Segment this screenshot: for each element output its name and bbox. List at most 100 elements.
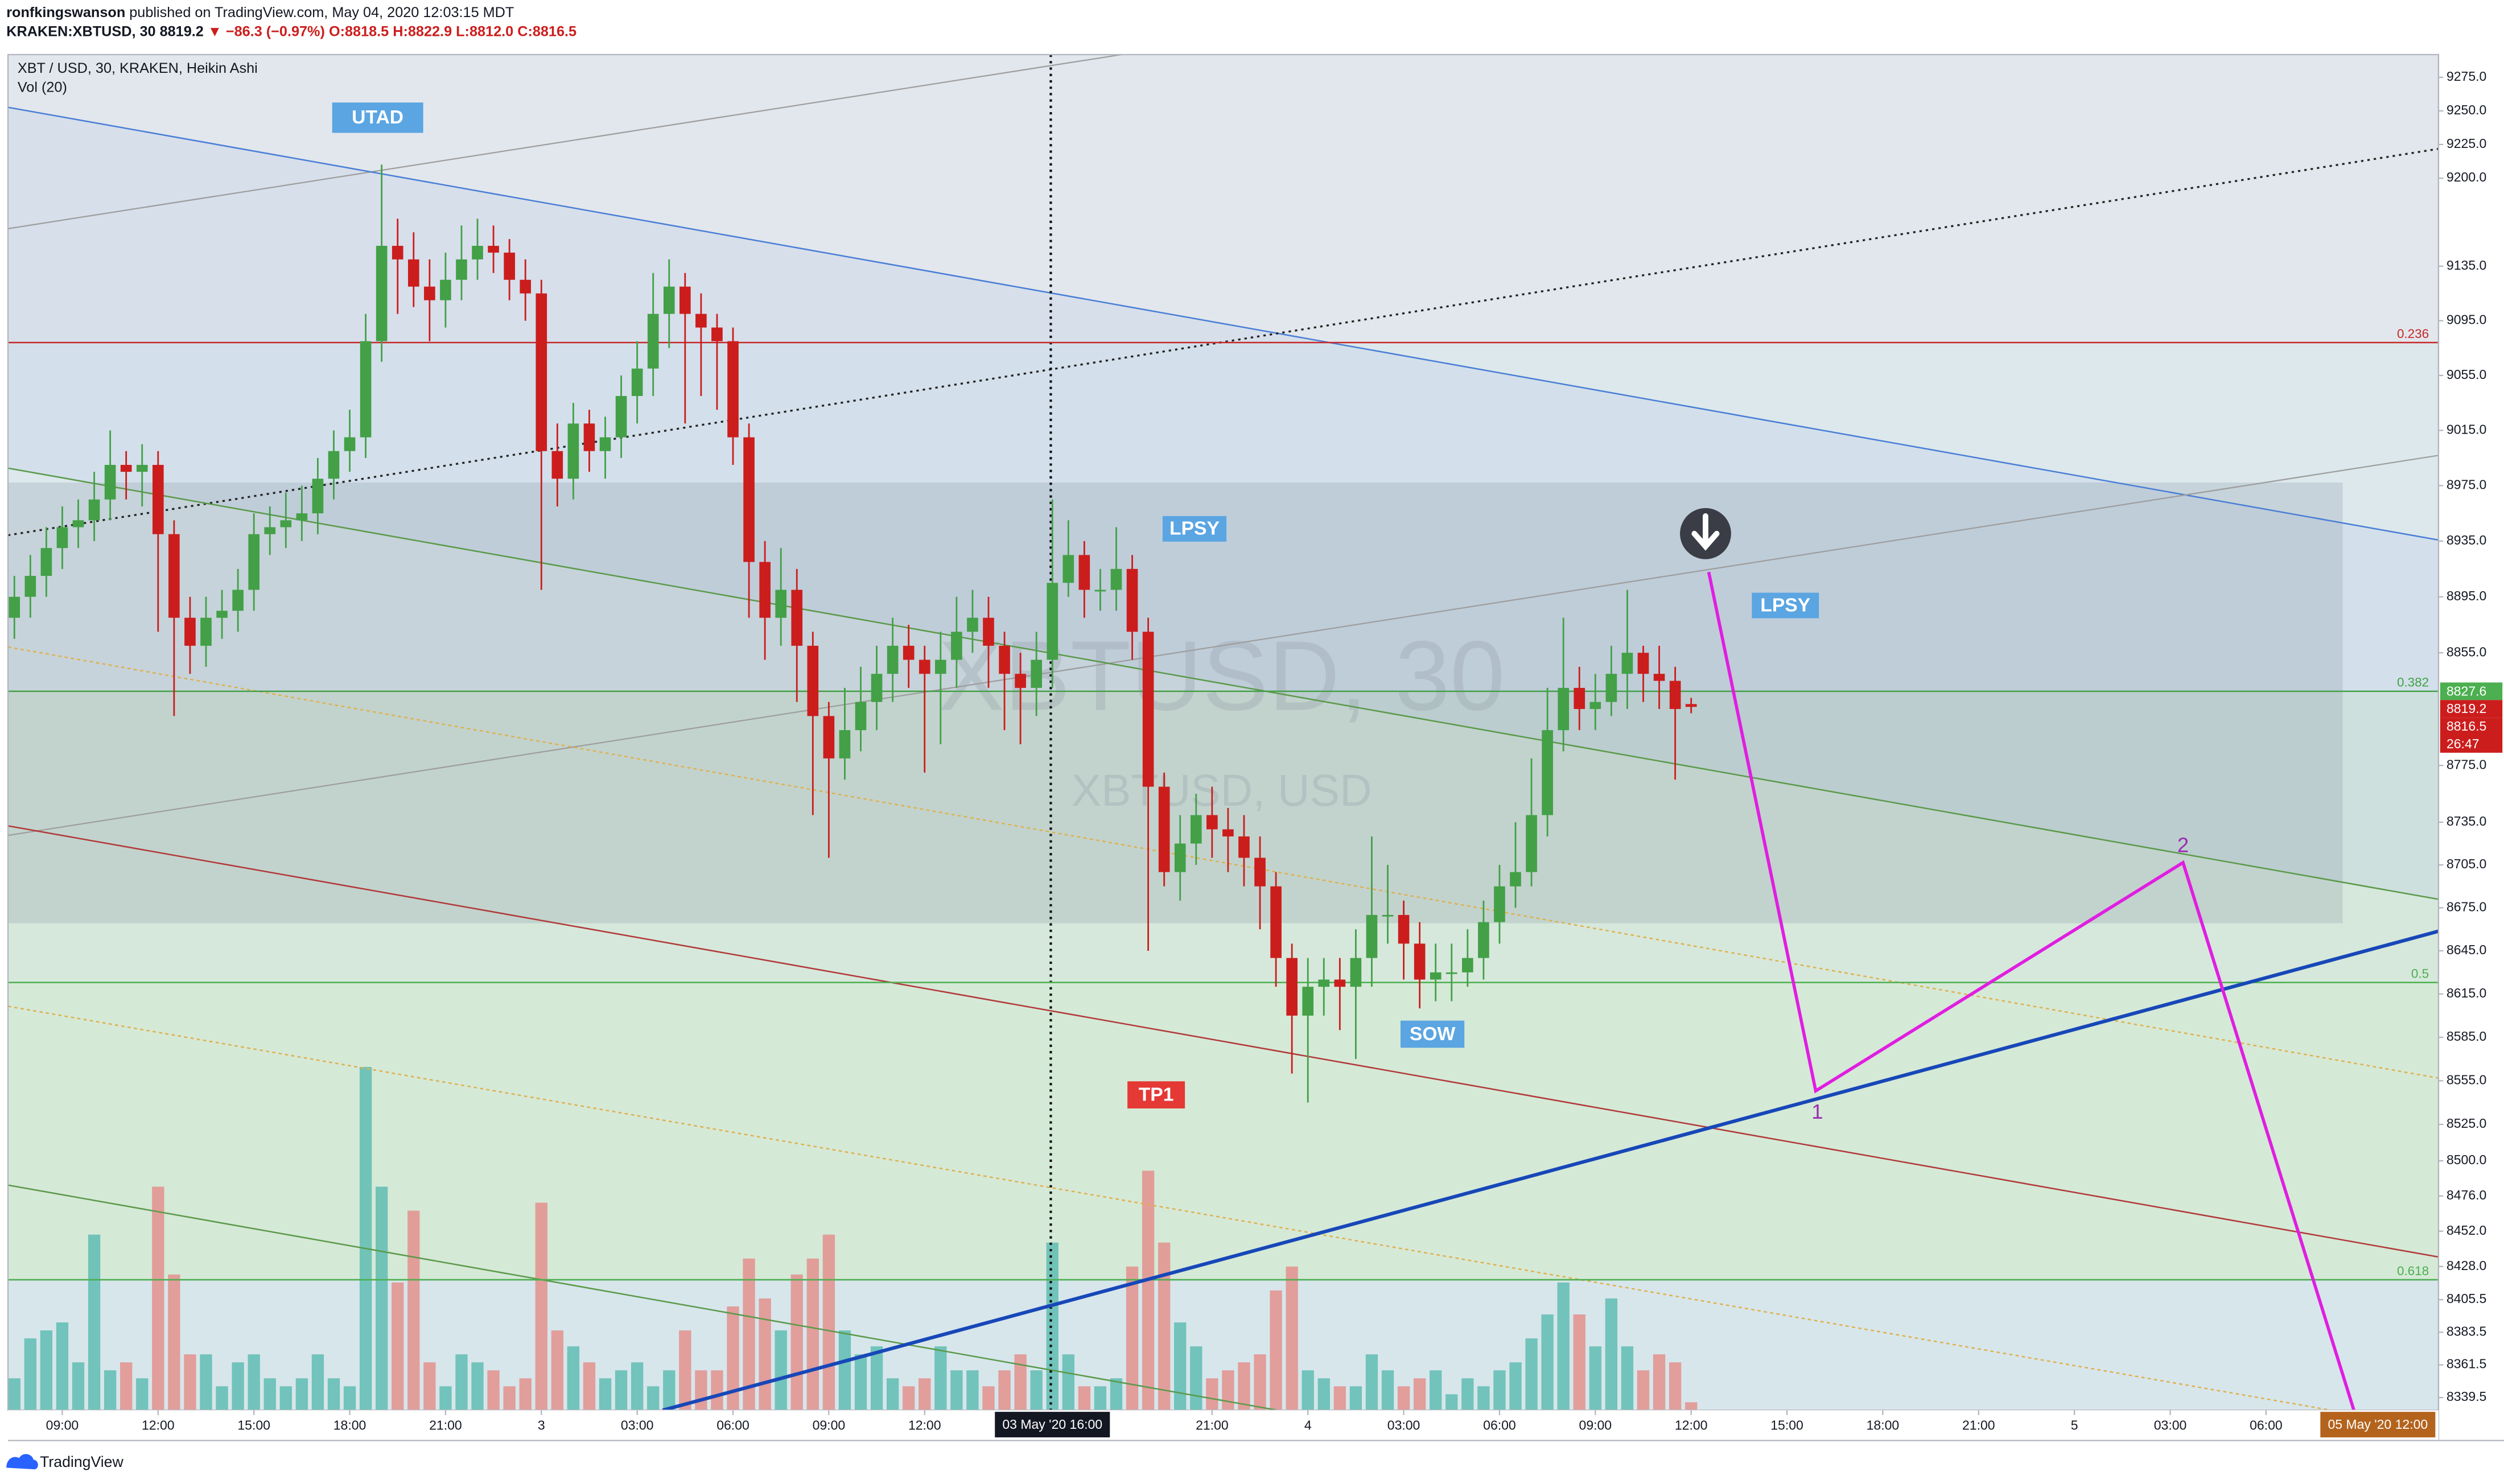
volume-bar xyxy=(519,1378,532,1411)
candle-body xyxy=(903,645,915,660)
channel-fill xyxy=(8,107,2439,900)
candle-body xyxy=(520,279,532,294)
legend-title: XBT / USD, 30, KRAKEN, Heikin Ashi xyxy=(18,60,258,76)
volume-bar xyxy=(439,1386,452,1411)
volume-bar xyxy=(1333,1386,1346,1411)
x-tick-label: 06:00 xyxy=(1483,1418,1516,1433)
candle-body xyxy=(711,327,723,341)
x-tick-label: 5 xyxy=(2071,1418,2078,1433)
volume-bar xyxy=(870,1346,883,1411)
candle-body xyxy=(1047,583,1059,660)
volume-bar xyxy=(455,1354,468,1411)
candle-body xyxy=(1142,632,1154,787)
y-tick-label: 8428.0 xyxy=(2447,1258,2486,1273)
candle-body xyxy=(583,423,595,451)
volume-bar xyxy=(1126,1266,1139,1411)
volume-bar xyxy=(1493,1370,1506,1411)
volume-bar xyxy=(1573,1314,1585,1411)
candle-body xyxy=(1542,730,1553,815)
candle-body xyxy=(1270,886,1282,958)
candle-body xyxy=(663,286,675,314)
x-tick-label: 09:00 xyxy=(813,1418,846,1433)
x-tick-label: 3 xyxy=(538,1418,545,1433)
price-label: 8827.6 xyxy=(2447,683,2486,698)
drawing-layer xyxy=(8,54,2439,1411)
fib-label: 0.236 xyxy=(2397,327,2429,341)
channel-line xyxy=(8,1005,2336,1411)
volume-bar xyxy=(535,1202,547,1411)
candle-body xyxy=(1382,914,1394,917)
fib-label: 0.618 xyxy=(2397,1264,2429,1278)
zone xyxy=(8,982,2439,1280)
volume-bar xyxy=(263,1378,276,1411)
x-tick-label: 21:00 xyxy=(1196,1418,1229,1433)
candle-body xyxy=(855,702,867,731)
annotation: LPSY xyxy=(1169,518,1220,539)
volume-bar xyxy=(376,1186,388,1411)
ohlc: O:8818.5 xyxy=(329,23,389,39)
candle-body xyxy=(56,527,68,549)
candle-body xyxy=(727,341,739,438)
candle-body xyxy=(72,520,84,527)
candle-body xyxy=(1286,958,1298,1016)
candle-body xyxy=(599,437,611,451)
candle-layer xyxy=(9,164,1697,1103)
x-tick-label: 21:00 xyxy=(429,1418,462,1433)
volume-bar xyxy=(1525,1338,1538,1411)
y-tick-label: 8895.0 xyxy=(2447,588,2486,603)
candle-body xyxy=(1445,972,1457,974)
candle-body xyxy=(536,293,547,451)
price-label: 8819.2 xyxy=(2447,701,2486,716)
crosshair-label: 05 May '20 12:00 xyxy=(2328,1417,2428,1432)
channel-line xyxy=(8,467,2439,900)
candle-body xyxy=(248,534,260,590)
price-label: 8816.5 xyxy=(2447,719,2486,733)
annotation: LPSY xyxy=(1760,595,1810,616)
candle-body xyxy=(24,576,36,597)
y-tick-label: 8855.0 xyxy=(2447,644,2486,659)
published: published on TradingView.com, May 04, 20… xyxy=(129,5,514,20)
volume-bar xyxy=(1637,1370,1650,1411)
candle-body xyxy=(472,246,483,259)
volume-bar xyxy=(279,1386,292,1411)
channel-line xyxy=(8,825,2439,1258)
volume-bar xyxy=(104,1370,117,1411)
annotation-box xyxy=(1400,1020,1465,1048)
annotation: SOW xyxy=(1410,1024,1456,1045)
volume-bar xyxy=(759,1298,771,1411)
trend-line xyxy=(8,106,2439,541)
volume-bar xyxy=(1286,1266,1298,1411)
candle-body xyxy=(200,617,212,646)
volume-bar xyxy=(1445,1394,1458,1411)
candle-body xyxy=(1078,555,1090,590)
candle-body xyxy=(264,527,276,534)
y-tick-label: 8775.0 xyxy=(2447,757,2486,772)
channel-line xyxy=(8,646,2439,1079)
volume-bar xyxy=(1222,1370,1234,1411)
volume-bar xyxy=(232,1362,244,1411)
candle-body xyxy=(1605,674,1617,702)
brand-logo xyxy=(6,1454,38,1470)
candle-body xyxy=(807,645,819,716)
volume-bar xyxy=(966,1370,979,1411)
y-tick-label: 8361.5 xyxy=(2447,1357,2486,1371)
candle-body xyxy=(1190,815,1202,844)
x-tick-label: 06:00 xyxy=(716,1418,749,1433)
candle-body xyxy=(392,246,403,259)
x-tick-label: 12:00 xyxy=(142,1418,175,1433)
volume-bar xyxy=(806,1258,819,1411)
volume-bar xyxy=(743,1258,755,1411)
candle-body xyxy=(312,479,324,514)
trend-line xyxy=(8,147,2439,537)
volume-bar xyxy=(423,1362,436,1411)
x-tick-label: 18:00 xyxy=(333,1418,366,1433)
legend-volume: Vol (20) xyxy=(18,80,67,96)
candle-body xyxy=(887,645,899,674)
ohlc: H:8822.9 xyxy=(393,23,452,39)
candle-body xyxy=(1222,829,1234,836)
candle-body xyxy=(1366,914,1378,958)
crosshair-label-box xyxy=(2320,1412,2436,1438)
volume-bar xyxy=(1430,1370,1442,1411)
candle-body xyxy=(1238,836,1250,858)
